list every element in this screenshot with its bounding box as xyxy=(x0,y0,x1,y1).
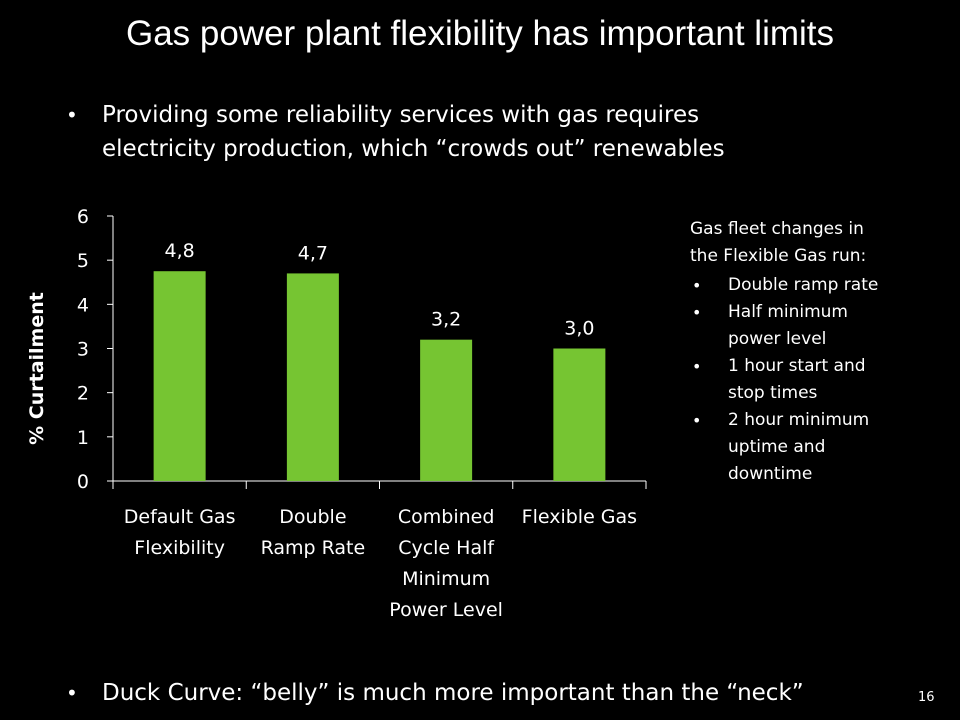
data-label: 4,7 xyxy=(298,242,328,264)
panel-item-line: Double ramp rate xyxy=(728,275,879,295)
top-bullet-line-1: Providing some reliability services with… xyxy=(102,102,700,128)
y-tick-label: 5 xyxy=(77,250,89,272)
category-label-line: Ramp Rate xyxy=(261,537,366,559)
y-tick-label: 6 xyxy=(77,206,89,228)
gas-fleet-changes-panel: Gas fleet changes in the Flexible Gas ru… xyxy=(690,216,940,488)
bar xyxy=(553,348,606,481)
panel-item-uptime: • 2 hour minimum uptime and downtime xyxy=(690,407,940,488)
category-label-line: Default Gas xyxy=(124,506,236,528)
bullet-dot-icon: • xyxy=(692,303,702,322)
category-label: Flexible Gas xyxy=(522,506,637,528)
panel-item-line: 1 hour start and xyxy=(728,356,866,376)
data-label: 4,8 xyxy=(165,240,195,262)
panel-heading: Gas fleet changes in the Flexible Gas ru… xyxy=(690,216,940,270)
bottom-bullet-text: Duck Curve: “belly” is much more importa… xyxy=(102,680,804,706)
category-label-line: Minimum xyxy=(402,568,490,590)
bullet-dot-icon: • xyxy=(692,276,702,295)
bar xyxy=(153,271,206,481)
category-label-line: Flexible Gas xyxy=(522,506,637,528)
panel-item-line: uptime and xyxy=(728,437,826,457)
bar xyxy=(420,339,473,481)
bullet-dot-icon: • xyxy=(66,681,78,705)
top-bullet: • Providing some reliability services wi… xyxy=(66,98,886,168)
top-bullet-line-2: electricity production, which “crowds ou… xyxy=(102,136,725,162)
category-label-line: Power Level xyxy=(389,599,503,621)
category-label: Default Gas Flexibility xyxy=(124,506,236,559)
y-tick-label: 4 xyxy=(77,294,89,316)
panel-heading-line-2: the Flexible Gas run: xyxy=(690,246,867,266)
bullet-dot-icon: • xyxy=(66,103,78,127)
category-label-line: Double xyxy=(279,506,346,528)
bullet-dot-icon: • xyxy=(692,357,702,376)
bullet-dot-icon: • xyxy=(692,411,702,430)
page-number: 16 xyxy=(918,690,935,705)
bar xyxy=(286,273,339,481)
panel-item-line: downtime xyxy=(728,464,813,484)
panel-item-line: 2 hour minimum xyxy=(728,410,870,430)
panel-item-start-stop: • 1 hour start and stop times xyxy=(690,353,940,407)
panel-item-min-power: • Half minimum power level xyxy=(690,299,940,353)
slide-title: Gas power plant flexibility has importan… xyxy=(125,14,835,53)
category-label-line: Flexibility xyxy=(134,537,225,559)
panel-item-line: stop times xyxy=(728,383,818,403)
category-label: Combined Cycle Half Minimum Power Level xyxy=(389,506,503,621)
panel-list: • Double ramp rate • Half minimum power … xyxy=(690,272,940,488)
y-axis-title: % Curtailment xyxy=(26,292,48,445)
category-label-line: Cycle Half xyxy=(398,537,495,559)
curtailment-bar-chart: 0 1 2 3 4 5 6 % Curtailment 4,8 Default Gas Flexib… xyxy=(26,206,647,621)
y-tick-label: 1 xyxy=(77,427,89,449)
data-label: 3,2 xyxy=(431,309,461,331)
y-tick-label: 3 xyxy=(77,339,89,361)
y-tick-label: 2 xyxy=(77,383,89,405)
category-label-line: Combined xyxy=(398,506,495,528)
data-label: 3,0 xyxy=(564,318,594,340)
panel-item-line: Half minimum xyxy=(728,302,848,322)
panel-item-ramp-rate: • Double ramp rate xyxy=(690,272,940,299)
panel-heading-line-1: Gas fleet changes in xyxy=(690,219,864,239)
y-tick-label: 0 xyxy=(77,471,89,493)
panel-item-line: power level xyxy=(728,329,827,349)
category-label: Double Ramp Rate xyxy=(261,506,366,559)
bottom-bullet: • Duck Curve: “belly” is much more impor… xyxy=(66,676,926,712)
